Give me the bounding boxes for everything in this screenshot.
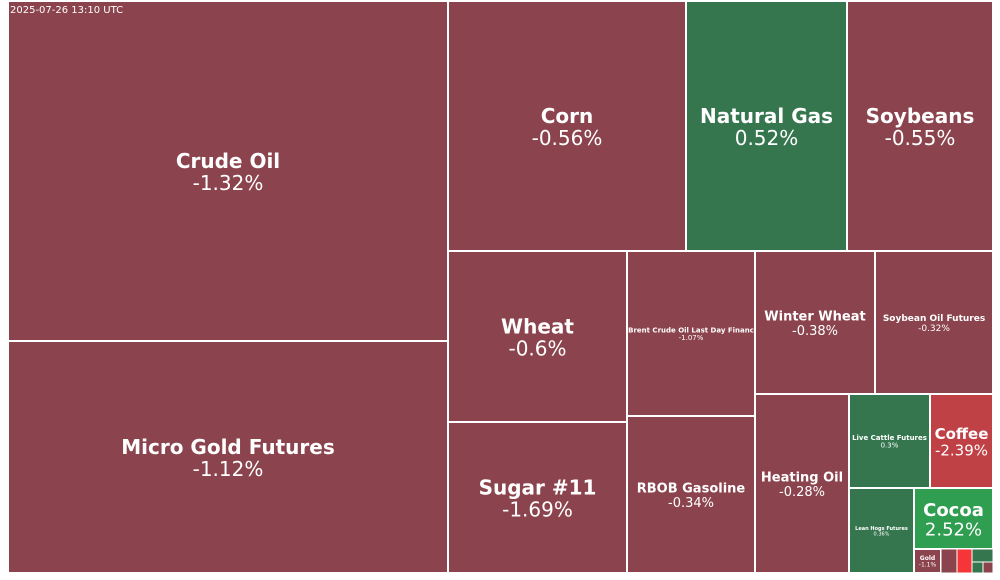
tile-label: Wheat	[501, 315, 574, 339]
tile-change: -0.32%	[918, 324, 950, 334]
tile-tiny-2[interactable]	[971, 548, 994, 563]
tile-rect	[846, 0, 994, 252]
tile-change: 0.52%	[735, 126, 799, 150]
tile-rbob-gasoline[interactable]: RBOB Gasoline-0.34%	[626, 415, 756, 574]
tile-change: -1.69%	[502, 498, 573, 522]
tile-change: -1.32%	[193, 171, 264, 195]
tile-soybean-oil-futures[interactable]: Soybean Oil Futures-0.32%	[874, 250, 994, 395]
tile-tiny-4[interactable]	[982, 561, 994, 574]
tile-gold[interactable]: Gold-1.1%	[913, 548, 942, 574]
tile-label: Crude Oil	[176, 149, 280, 173]
tile-change: -2.39%	[935, 441, 988, 459]
tile-rect	[754, 250, 876, 395]
tile-coffee[interactable]: Coffee-2.39%	[929, 393, 994, 489]
tile-winter-wheat[interactable]: Winter Wheat-0.38%	[754, 250, 876, 395]
tile-rect	[929, 393, 994, 489]
tile-wheat[interactable]: Wheat-0.6%	[447, 250, 628, 423]
timestamp: 2025-07-26 13:10 UTC	[10, 5, 124, 16]
tile-micro-gold-futures[interactable]: Micro Gold Futures-1.12%	[7, 340, 449, 574]
tile-change: -0.56%	[532, 126, 603, 150]
tile-rect	[848, 393, 931, 489]
tile-tiny-0[interactable]	[940, 548, 958, 574]
tile-label: Soybeans	[866, 104, 975, 128]
tile-change: -1.1%	[919, 562, 937, 569]
tile-change: -0.38%	[792, 324, 838, 339]
tile-label: Natural Gas	[700, 104, 833, 128]
tile-label: Gold	[920, 555, 935, 562]
tile-label: Soybean Oil Futures	[883, 314, 985, 324]
tile-corn[interactable]: Corn-0.56%	[447, 0, 687, 252]
tile-heating-oil[interactable]: Heating Oil-0.28%	[754, 393, 850, 574]
tile-label: Coffee	[935, 425, 989, 443]
tile-change: -0.34%	[668, 496, 714, 511]
tile-label: Cocoa	[923, 500, 984, 521]
tile-rect	[626, 415, 756, 574]
tile-label: RBOB Gasoline	[637, 482, 746, 497]
tile-crude-oil[interactable]: Crude Oil-1.32%	[7, 0, 449, 342]
tile-sugar-11[interactable]: Sugar #11-1.69%	[447, 421, 628, 574]
tile-change: -0.6%	[508, 337, 566, 361]
tile-label: Micro Gold Futures	[121, 435, 335, 459]
tile-change: -1.12%	[193, 457, 264, 481]
tile-rect	[447, 0, 687, 252]
tile-rect	[913, 548, 942, 574]
tile-tiny-3[interactable]	[971, 561, 984, 574]
tile-change: -1.07%	[679, 334, 704, 342]
tile-change: -0.28%	[779, 485, 825, 500]
tile-rect	[447, 250, 628, 423]
tile-change: 2.52%	[925, 520, 982, 541]
tile-label: Brent Crude Oil Last Day Financ	[628, 326, 754, 334]
tile-brent-crude-oil-last-day-financ[interactable]: Brent Crude Oil Last Day Financ-1.07%	[626, 250, 756, 417]
tile-rect	[685, 0, 848, 252]
tile-label: Winter Wheat	[764, 310, 865, 325]
tile-change: 0.3%	[881, 442, 899, 450]
tile-label: Sugar #11	[479, 476, 597, 500]
tile-rect	[7, 340, 449, 574]
tile-label: Corn	[541, 104, 594, 128]
tile-label: Lean Hogs Futures	[855, 526, 908, 532]
tile-rect	[874, 250, 994, 395]
tile-rect	[447, 421, 628, 574]
tile-change: -0.55%	[885, 126, 956, 150]
tile-tiny-1[interactable]	[956, 548, 973, 574]
tile-label: Live Cattle Futures	[852, 434, 927, 442]
tile-label: Heating Oil	[761, 471, 843, 486]
tile-soybeans[interactable]: Soybeans-0.55%	[846, 0, 994, 252]
tile-rect	[754, 393, 850, 574]
tile-rect	[7, 0, 449, 342]
tile-change: 0.36%	[874, 531, 890, 537]
